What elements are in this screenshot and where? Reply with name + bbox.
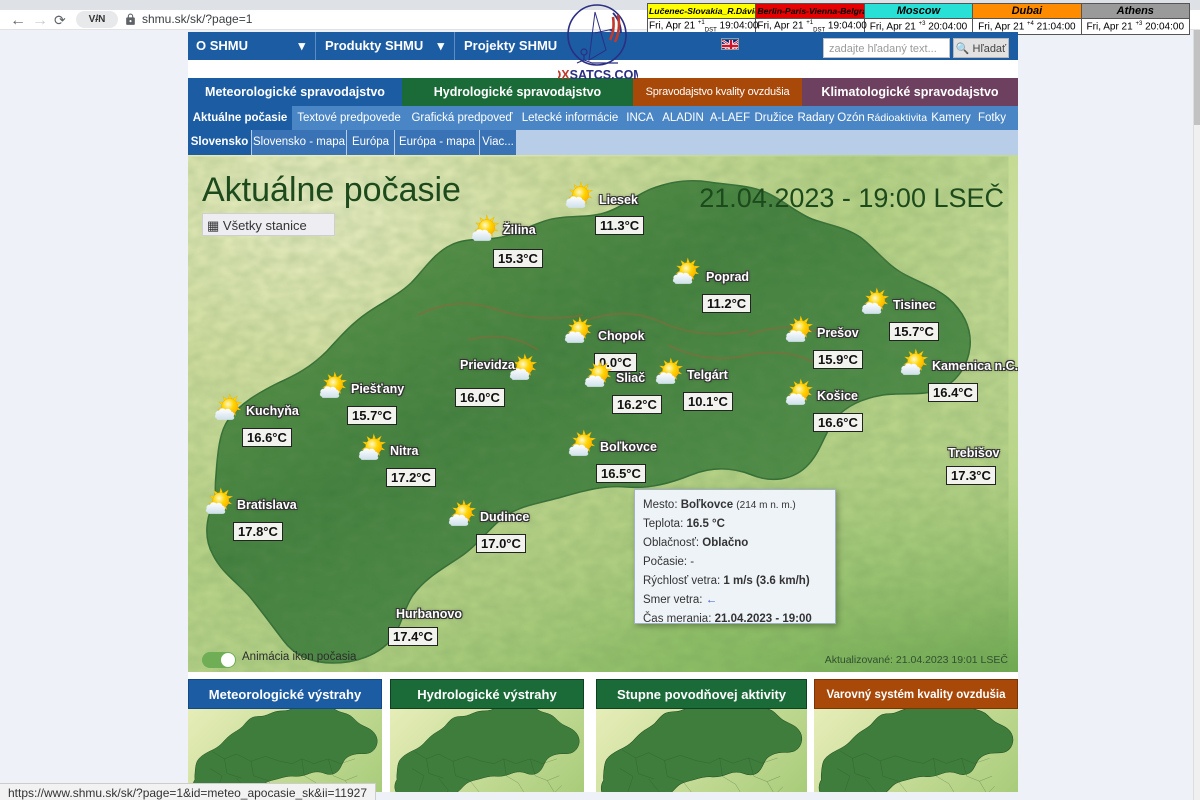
svg-text:DXSATCS.COM: DXSATCS.COM: [558, 68, 638, 82]
